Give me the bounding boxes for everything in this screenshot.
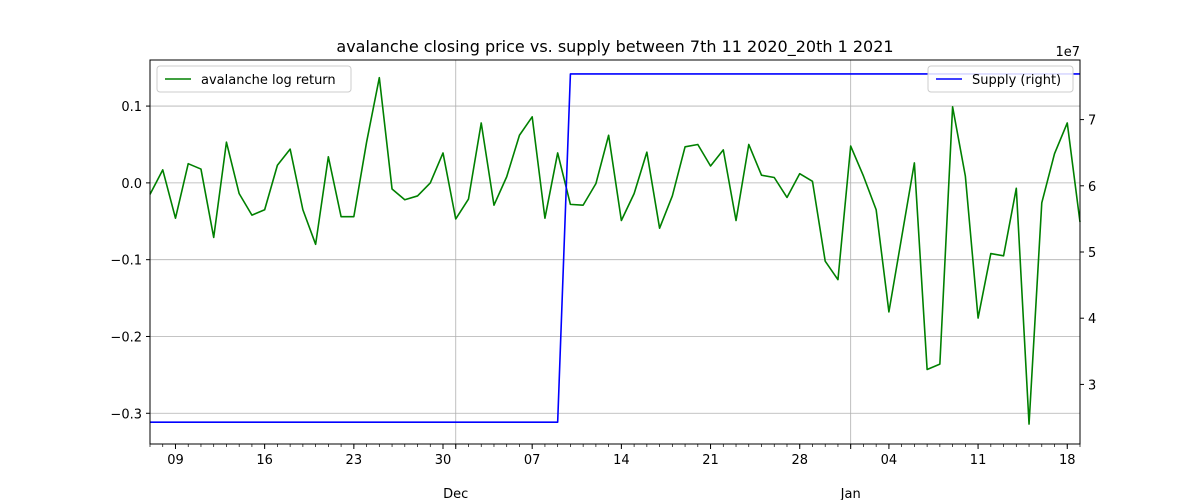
y2-tick-label: 5 [1088,246,1096,261]
chart-title: avalanche closing price vs. supply betwe… [336,37,893,57]
x-tick-label: 30 [435,453,452,468]
x-tick-label: 07 [524,453,541,468]
x-month-label: Dec [443,487,468,500]
y-tick-label: −0.2 [110,330,142,345]
x-month-label: Jan [840,487,861,500]
x-tick-label: 28 [791,453,808,468]
legend-label: Supply (right) [972,73,1061,88]
y-axis-right: 3 4 5 6 7 [1080,114,1096,393]
y-tick-label: 0.1 [121,100,142,115]
y-tick-label: 0.0 [121,177,142,192]
x-tick-label: 14 [613,453,630,468]
series-layer [149,73,1081,425]
x-tick-label: 16 [256,453,273,468]
x-tick-label: 18 [1059,453,1076,468]
legend-box [927,65,1074,93]
supply-line [150,73,1080,423]
legend-right: Supply (right) [927,65,1074,93]
y-tick-label: −0.3 [110,407,142,422]
x-tick-label: 11 [970,453,987,468]
x-tick-label: 23 [346,453,363,468]
x-axis: 09 16 23 30 07 14 21 28 04 11 18 Dec Jan [149,444,1081,500]
y2-tick-label: 7 [1088,114,1096,129]
x-tick-label: 04 [881,453,898,468]
x-tick-label: 09 [167,453,184,468]
legend-label: avalanche log return [201,73,336,88]
legend-box [156,65,352,93]
y-tick-label: −0.1 [110,254,142,269]
log-return-line [149,76,1081,425]
y2-tick-label: 6 [1088,180,1096,195]
y2-tick-label: 4 [1088,312,1096,327]
y-axis-left: 0.1 0.0 −0.1 −0.2 −0.3 [110,100,150,422]
y2-tick-label: 3 [1088,378,1096,393]
y2-scale-label: 1e7 [1055,45,1080,60]
x-tick-label: 21 [702,453,719,468]
legend-left: avalanche log return [156,65,352,93]
